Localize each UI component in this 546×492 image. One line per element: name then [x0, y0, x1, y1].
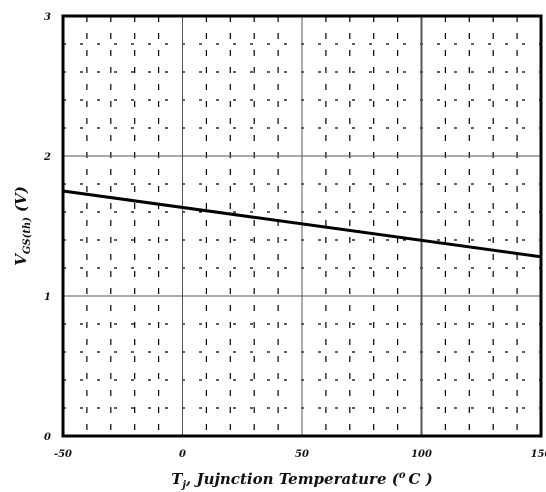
x-axis-symbol: T: [171, 470, 184, 488]
series-line: [62, 189, 542, 259]
y-axis-subscript: GS(th): [22, 217, 33, 254]
x-axis-subscript: j: [180, 480, 186, 491]
y-axis-unit: (V): [12, 186, 30, 212]
x-tick-label: 0: [179, 449, 186, 460]
y-tick-label: 2: [43, 152, 51, 163]
y-axis-symbol: V: [12, 253, 30, 266]
x-tick-labels: -50 0 50 100 150: [54, 449, 546, 460]
x-axis-title: Tj, Jujnction Temperature (o C ): [171, 470, 433, 491]
x-axis-unit: C ): [409, 470, 433, 488]
x-axis-superscript: o: [399, 470, 406, 481]
x-tick-label: 50: [295, 449, 309, 460]
x-tick-label: 150: [531, 449, 546, 460]
major-grid: [63, 16, 541, 436]
y-tick-label: 1: [44, 292, 51, 303]
y-axis-title: VGS(th) (V): [12, 186, 33, 266]
x-axis-text: , Jujnction Temperature (: [185, 470, 400, 488]
y-tick-label: 3: [44, 12, 51, 23]
x-tick-label: 100: [411, 449, 432, 460]
y-tick-labels: 0 1 2 3: [43, 12, 51, 443]
plot-frame: [61, 14, 543, 438]
y-tick-label: 0: [44, 432, 51, 443]
series-layer: [62, 189, 542, 259]
x-tick-label: -50: [54, 449, 72, 460]
